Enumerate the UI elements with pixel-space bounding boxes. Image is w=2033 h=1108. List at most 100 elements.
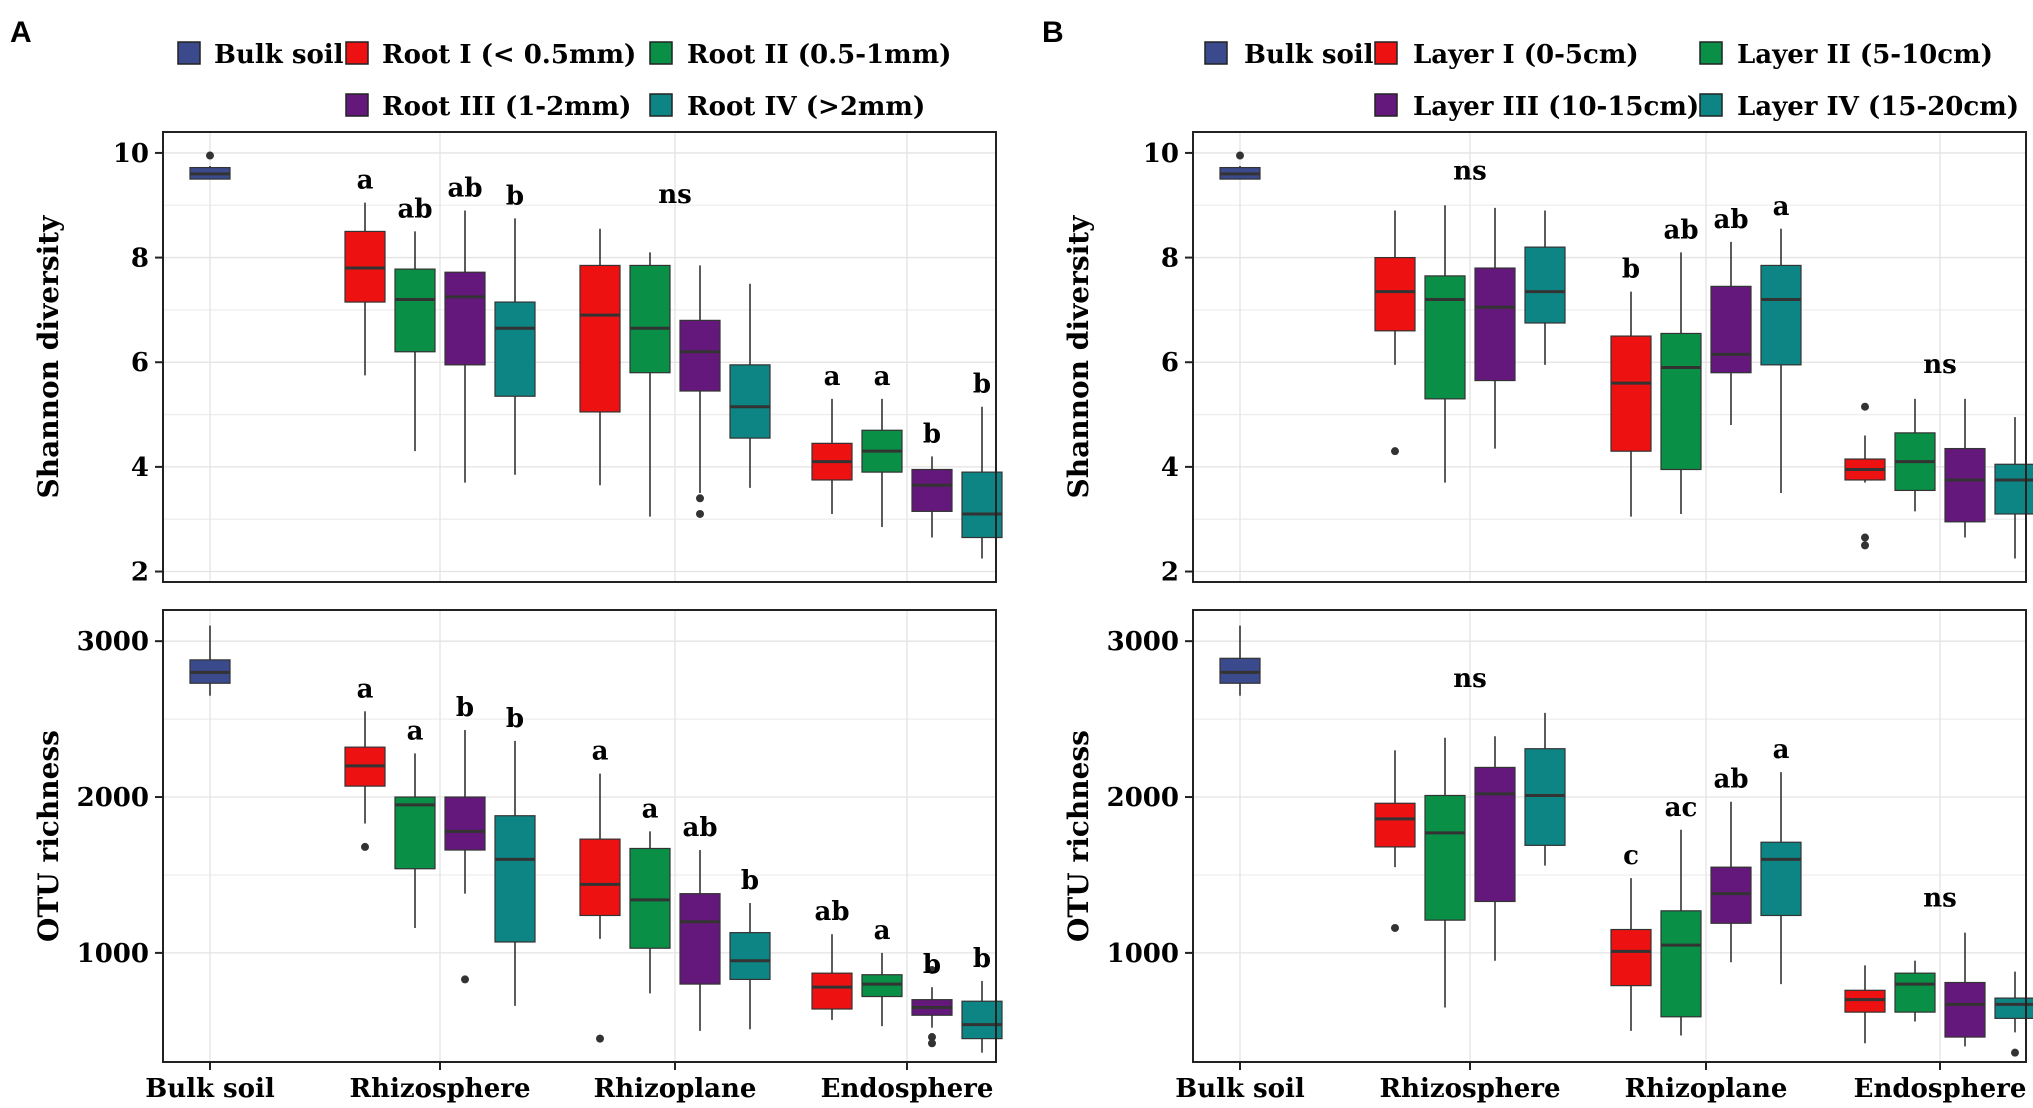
panel-letter-a: A bbox=[10, 16, 32, 49]
y-tick-label: 2000 bbox=[1107, 783, 1179, 813]
box-IV bbox=[729, 364, 771, 439]
box-I bbox=[1374, 802, 1416, 848]
box-II bbox=[629, 847, 671, 949]
plot-frame bbox=[1192, 609, 2027, 1063]
box-I bbox=[579, 838, 621, 917]
significance-label-ns: ns bbox=[658, 180, 692, 210]
x-label-a-bulk: Bulk soil bbox=[145, 1074, 275, 1104]
significance-label: b bbox=[506, 181, 524, 211]
legend-b-label-I: Layer I (0-5cm) bbox=[1413, 40, 1639, 70]
significance-label: b bbox=[923, 950, 941, 980]
box-I bbox=[1610, 928, 1652, 987]
box-II bbox=[1660, 910, 1702, 1018]
box-II bbox=[394, 796, 436, 870]
box-outlier bbox=[928, 1033, 936, 1042]
box-IV bbox=[1994, 997, 2033, 1019]
box-III bbox=[1944, 447, 1986, 523]
y-tick-label: 10 bbox=[1143, 139, 1179, 169]
significance-label: a bbox=[1773, 735, 1790, 765]
significance-label: a bbox=[874, 916, 891, 946]
legend-a-swatch-II bbox=[649, 41, 673, 65]
significance-label: a bbox=[407, 716, 424, 746]
y-tick-label: 8 bbox=[131, 244, 149, 274]
significance-label: ac bbox=[1665, 793, 1698, 823]
y-tick-label: 4 bbox=[1161, 453, 1179, 483]
x-label-b-rhizosphere: Rhizosphere bbox=[1380, 1074, 1561, 1104]
significance-label: b bbox=[1622, 255, 1640, 285]
box-III bbox=[911, 468, 953, 512]
significance-label: a bbox=[642, 794, 659, 824]
legend-a-label-IV: Root IV (>2mm) bbox=[687, 92, 925, 122]
significance-label: b bbox=[506, 704, 524, 734]
box-III bbox=[444, 796, 486, 851]
significance-label: ab bbox=[1663, 215, 1698, 245]
box-outlier bbox=[596, 1034, 604, 1043]
plot-frame bbox=[162, 609, 997, 1063]
box-IV bbox=[494, 815, 536, 943]
box-III bbox=[1944, 981, 1986, 1038]
box-I bbox=[1610, 335, 1652, 452]
box-II bbox=[1424, 794, 1466, 921]
box-I bbox=[811, 972, 853, 1010]
legend-b-label-III: Layer III (10-15cm) bbox=[1413, 92, 1699, 122]
x-label-a-rhizosphere: Rhizosphere bbox=[350, 1074, 531, 1104]
y-axis-label: OTU richness bbox=[32, 730, 65, 942]
legend-a-label-bulk: Bulk soil bbox=[214, 40, 344, 70]
box-IV bbox=[729, 932, 771, 980]
legend-b-swatch-III bbox=[1374, 93, 1398, 117]
box-outlier bbox=[361, 842, 369, 851]
x-label-a-endosphere: Endosphere bbox=[821, 1074, 994, 1104]
box-III bbox=[1474, 267, 1516, 382]
significance-label: b bbox=[973, 370, 991, 400]
legend-b-label-bulk: Bulk soil bbox=[1244, 40, 1374, 70]
box-outlier bbox=[1391, 447, 1399, 456]
legend-a-label-I: Root I (< 0.5mm) bbox=[382, 40, 636, 70]
significance-label: a bbox=[824, 362, 841, 392]
box-outlier bbox=[1861, 533, 1869, 542]
significance-label: a bbox=[357, 166, 374, 196]
legend-a: Bulk soil Root I (< 0.5mm) Root II (0.5-… bbox=[177, 40, 951, 122]
legend-a-swatch-I bbox=[345, 41, 369, 65]
panel-letter-b: B bbox=[1042, 16, 1064, 49]
y-tick-label: 2 bbox=[1161, 558, 1179, 588]
legend-b-swatch-bulk bbox=[1204, 41, 1228, 65]
significance-label: b bbox=[973, 944, 991, 974]
y-axis-label: OTU richness bbox=[1062, 730, 1095, 942]
box-outlier bbox=[1391, 923, 1399, 932]
box-II bbox=[861, 974, 903, 998]
x-axis-labels-a: Bulk soil Rhizosphere Rhizoplane Endosph… bbox=[145, 1074, 993, 1104]
x-label-a-rhizoplane: Rhizoplane bbox=[594, 1074, 757, 1104]
significance-label: ab bbox=[397, 194, 432, 224]
significance-label: a bbox=[874, 362, 891, 392]
box-outlier bbox=[928, 1039, 936, 1048]
box-I bbox=[1374, 256, 1416, 332]
box-IV bbox=[1524, 748, 1566, 846]
significance-label: a bbox=[1773, 192, 1790, 222]
significance-label-ns: ns bbox=[1923, 350, 1957, 380]
legend-b-swatch-IV bbox=[1699, 93, 1723, 117]
box-outlier bbox=[928, 966, 936, 975]
significance-label-ns: ns bbox=[1923, 884, 1957, 914]
legend-a-label-III: Root III (1-2mm) bbox=[382, 92, 632, 122]
box-outlier bbox=[696, 494, 704, 503]
box-III bbox=[444, 271, 486, 366]
significance-label-ns: ns bbox=[1453, 156, 1487, 186]
box-III bbox=[1474, 766, 1516, 903]
box-III bbox=[679, 319, 721, 392]
box-IV bbox=[494, 301, 536, 397]
significance-label: b bbox=[923, 419, 941, 449]
x-label-b-rhizoplane: Rhizoplane bbox=[1625, 1074, 1788, 1104]
significance-label-ns: ns bbox=[1453, 664, 1487, 694]
y-tick-label: 3000 bbox=[77, 627, 149, 657]
legend-a-swatch-III bbox=[345, 93, 369, 117]
legend-b-label-IV: Layer IV (15-20cm) bbox=[1737, 92, 2019, 122]
legend-b-swatch-II bbox=[1699, 41, 1723, 65]
legend-a-swatch-IV bbox=[649, 93, 673, 117]
box-outlier bbox=[206, 151, 214, 160]
significance-label: ab bbox=[1713, 765, 1748, 795]
box-outlier bbox=[1236, 151, 1244, 160]
y-axis-label: Shannon diversity bbox=[32, 215, 65, 499]
